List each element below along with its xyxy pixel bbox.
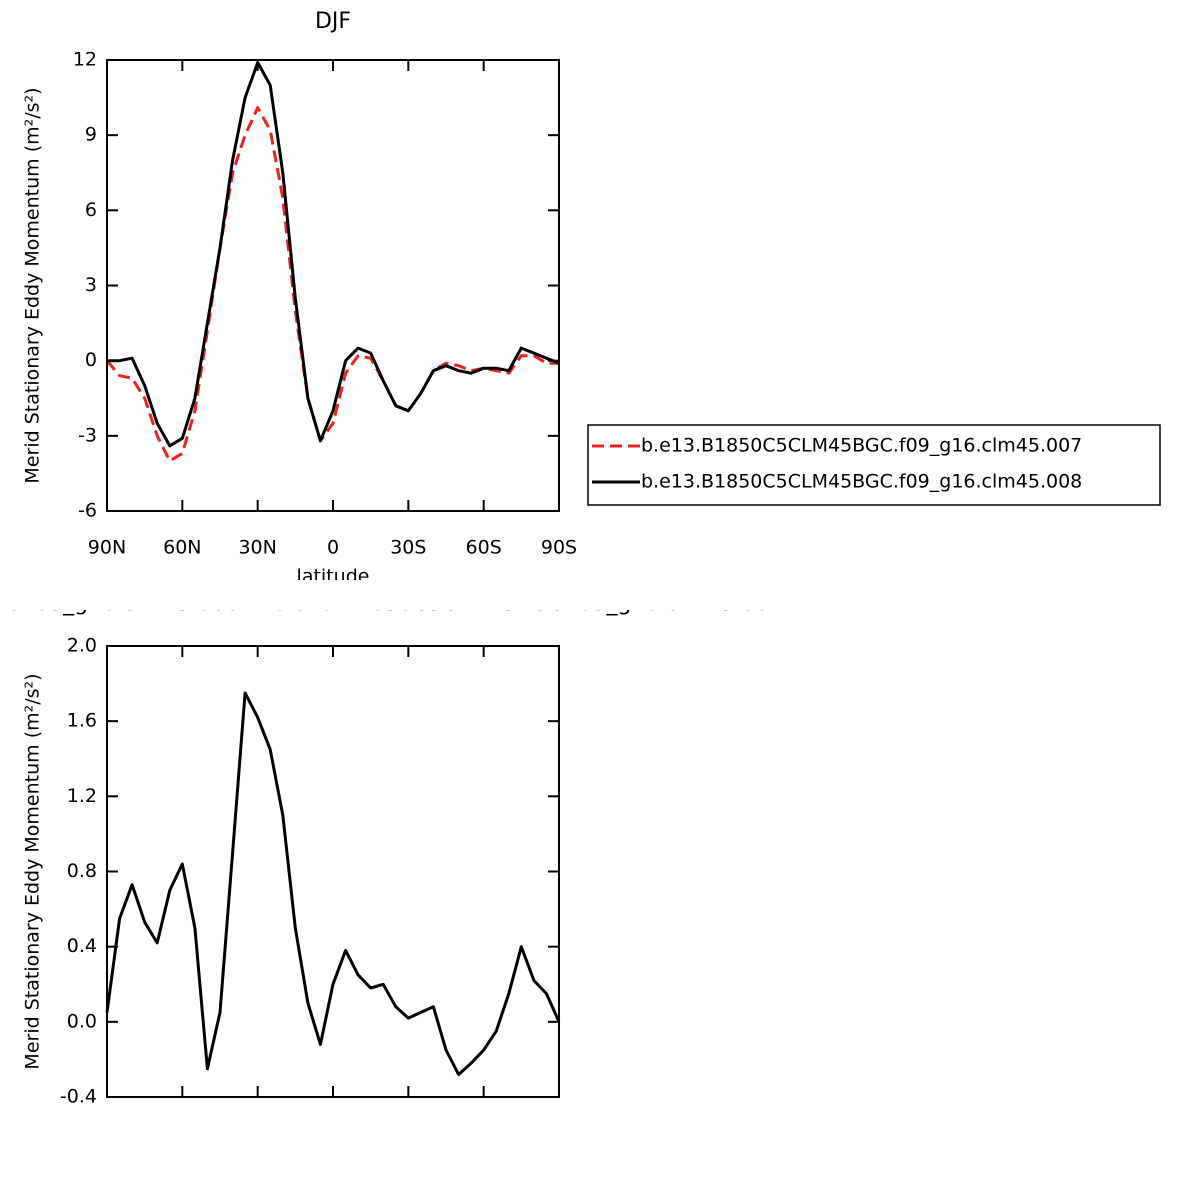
x-tick-label: 90N xyxy=(88,537,126,559)
y-tick-label: -3 xyxy=(78,424,97,446)
x-axis-label: latitude xyxy=(297,1152,370,1174)
x-tick-label: 90N xyxy=(88,1123,126,1145)
legend-label: b.e13.B1850C5CLM45BGC.f09_g16.clm45.007 xyxy=(641,435,1082,457)
x-tick-label: 0 xyxy=(327,1123,339,1145)
data-line xyxy=(105,106,559,463)
x-tick-label: 90S xyxy=(541,537,577,559)
y-tick-label: 9 xyxy=(85,124,97,146)
y-tick-label: 6 xyxy=(85,199,97,221)
y-tick-label: -6 xyxy=(78,500,97,522)
data-line xyxy=(107,61,560,448)
x-tick-label: 60S xyxy=(466,537,502,559)
data-line xyxy=(105,691,561,1076)
x-tick-label: 60N xyxy=(163,537,201,559)
y-tick-label: 1.2 xyxy=(67,785,97,807)
chart-title: C.f09_g16.clm45.008 − b.e13.B1850C5CLM45… xyxy=(5,591,783,616)
x-tick-label: 0 xyxy=(327,537,339,559)
x-tick-label: 90S xyxy=(541,1123,577,1145)
y-tick-label: -0.4 xyxy=(60,1086,97,1108)
x-tick-label: 30S xyxy=(390,1123,426,1145)
x-tick-label: 60S xyxy=(466,1123,502,1145)
legend-label: b.e13.B1850C5CLM45BGC.f09_g16.clm45.008 xyxy=(641,471,1082,493)
plot-frame xyxy=(106,645,560,1098)
y-tick-label: 0 xyxy=(85,349,97,371)
y-tick-label: 12 xyxy=(73,49,97,71)
x-tick-label: 30N xyxy=(238,1123,276,1145)
x-axis-label: latitude xyxy=(297,566,370,588)
y-tick-label: 0.0 xyxy=(67,1010,97,1032)
x-tick-label: 30S xyxy=(390,537,426,559)
x-tick-label: 60N xyxy=(163,1123,201,1145)
plot-frame xyxy=(106,59,560,512)
y-tick-label: 3 xyxy=(85,274,97,296)
y-tick-label: 2.0 xyxy=(67,635,97,657)
chart-title: DJF xyxy=(315,9,351,34)
y-tick-label: 0.4 xyxy=(67,935,97,957)
legend-box xyxy=(587,424,1161,506)
x-tick-label: 30N xyxy=(238,537,276,559)
y-tick-label: 0.8 xyxy=(67,860,97,882)
y-tick-label: 1.6 xyxy=(67,710,97,732)
panel: DJF -6 -3 0 3 6 9 12 90N 60N 30N 0 30S 60S 90S latitude… xyxy=(22,9,1161,588)
y-axis-label: Merid Stationary Eddy Momentum (m²/s²) xyxy=(22,87,44,483)
panel: C.f09_g16.clm45.008 − b.e13.B1850C5CLM45… xyxy=(5,591,783,1174)
y-axis-label: Merid Stationary Eddy Momentum (m²/s²) xyxy=(22,673,44,1069)
